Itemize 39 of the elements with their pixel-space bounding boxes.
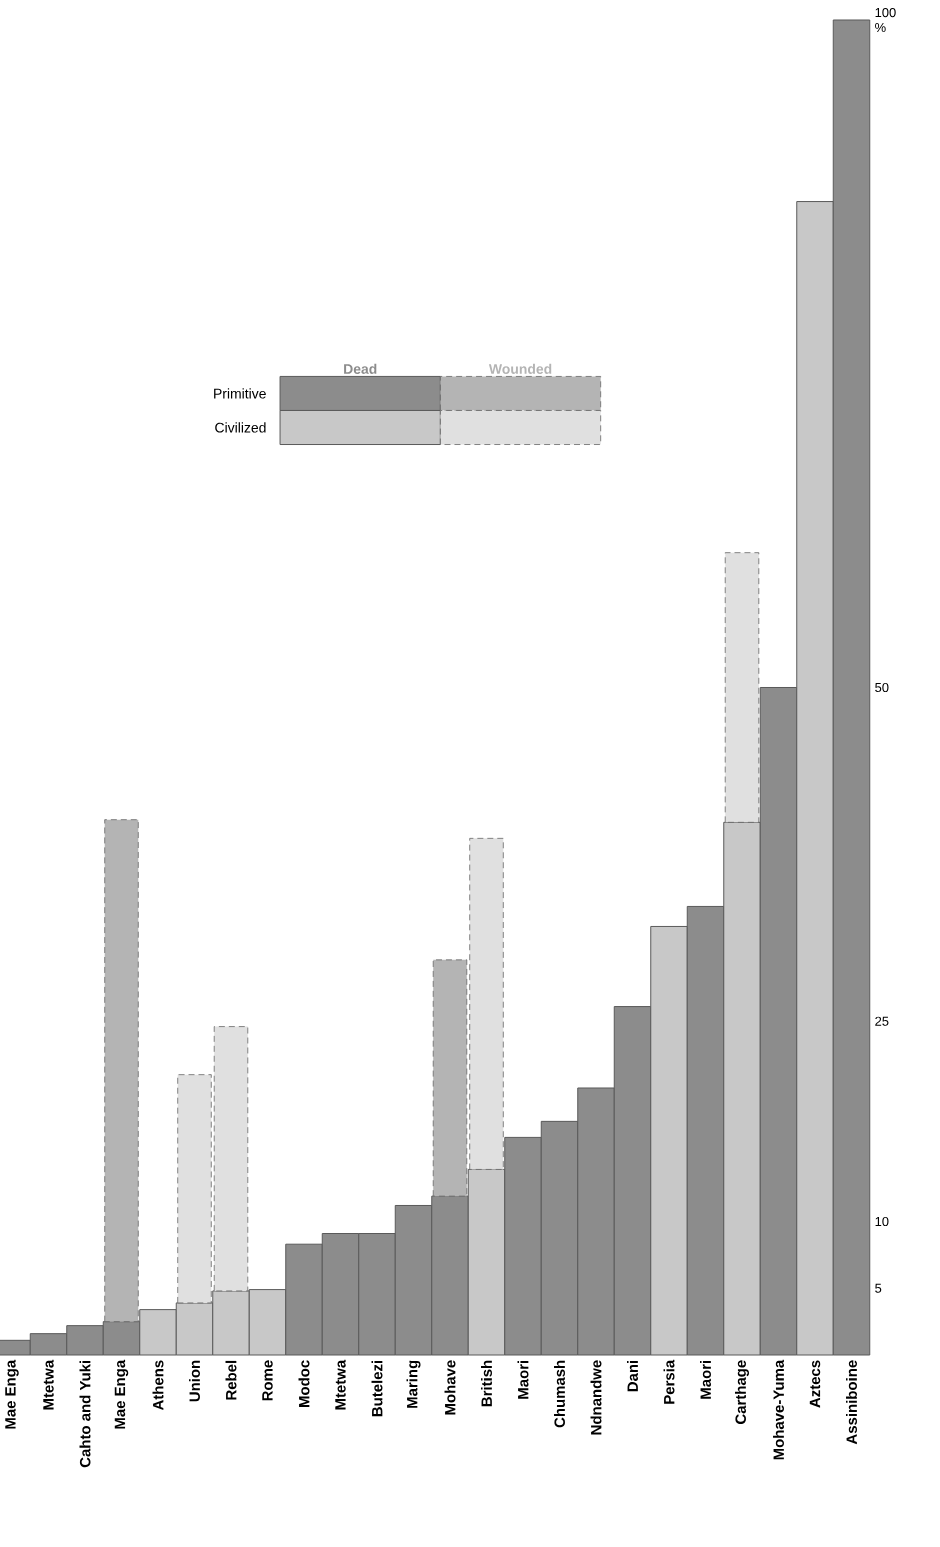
x-tick-label: Ndnandwe bbox=[590, 1360, 602, 1435]
x-tick-label: Mae Enga bbox=[114, 1359, 129, 1429]
bar bbox=[104, 819, 139, 1323]
x-tick-label: Mae Enga bbox=[5, 1359, 19, 1429]
bar bbox=[213, 1026, 249, 1292]
y-tick-label: 25 bbox=[875, 1016, 889, 1026]
x-tick-label: Union bbox=[189, 1360, 200, 1402]
x-tick-label: Rome bbox=[262, 1360, 273, 1401]
x-tick-label: Assiniboine bbox=[846, 1360, 857, 1445]
x-tick-label: Aztecs bbox=[809, 1360, 821, 1408]
bar bbox=[469, 837, 504, 1170]
x-tick-label: Maori bbox=[517, 1360, 529, 1399]
x-tick-label: Cahto and Yuki bbox=[79, 1360, 91, 1468]
x-tick-label: Carthage bbox=[735, 1360, 750, 1425]
x-tick-label: Athens bbox=[152, 1360, 164, 1411]
x-tick-label: Chumash bbox=[554, 1360, 565, 1428]
x-tick-label: Dani bbox=[627, 1360, 638, 1392]
x-tick-label: Butelezi bbox=[371, 1360, 383, 1417]
x-tick-label: Persia bbox=[663, 1359, 675, 1404]
text: Wounded bbox=[488, 363, 552, 374]
x-tick-label: British bbox=[481, 1360, 492, 1407]
y-tick-label: 50 bbox=[875, 682, 889, 693]
x-tick-label: Maori bbox=[700, 1360, 711, 1399]
x-tick-label: Rebel bbox=[225, 1360, 237, 1400]
y-tick-label: 10 bbox=[875, 1216, 889, 1227]
x-tick-label: Mtetwa bbox=[43, 1359, 54, 1410]
bar bbox=[724, 552, 760, 823]
bar bbox=[177, 1074, 212, 1304]
annotation: Primitive bbox=[214, 388, 266, 399]
annotation: Civilized bbox=[215, 422, 266, 433]
bar bbox=[432, 959, 468, 1197]
x-tick-label: Maring bbox=[406, 1360, 421, 1408]
x-tick-label: Mohave-Yuma bbox=[773, 1359, 784, 1460]
text: Dead bbox=[344, 363, 377, 374]
x-tick-label: Mtetwa bbox=[335, 1359, 346, 1410]
x-tick-label: Mohave bbox=[444, 1360, 456, 1415]
y-tick-label: 5 bbox=[875, 1283, 882, 1293]
x-tick-label: Modoc bbox=[298, 1360, 310, 1407]
y-tick-label: 100 % bbox=[875, 7, 896, 33]
